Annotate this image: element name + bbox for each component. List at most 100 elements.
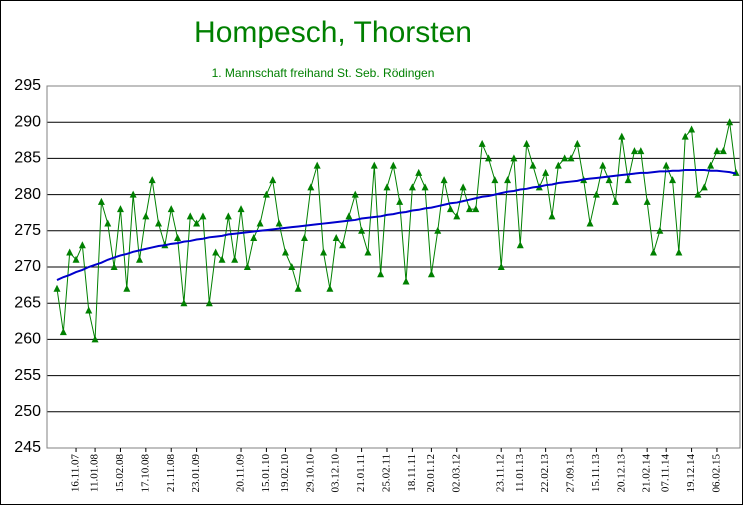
marker (180, 299, 188, 307)
y-tick-label: 280 (14, 186, 41, 203)
marker (472, 205, 480, 213)
marker (523, 139, 531, 147)
marker (434, 226, 442, 234)
marker (446, 205, 454, 213)
marker (262, 190, 270, 198)
y-tick-label: 245 (14, 439, 41, 456)
x-tick-label: 20.01.12 (425, 454, 437, 493)
x-tick-label: 23.11.12 (495, 454, 507, 492)
marker (269, 176, 277, 184)
marker (421, 183, 429, 191)
marker (377, 270, 385, 278)
x-tick-label: 15.01.10 (260, 454, 272, 493)
marker (313, 161, 321, 169)
x-tick-label: 02.03.12 (450, 454, 462, 493)
marker (485, 154, 493, 162)
marker (326, 284, 334, 292)
x-tick-label: 15.11.13 (590, 454, 602, 493)
marker (573, 139, 581, 147)
marker (688, 125, 696, 133)
x-tick-label: 29.10.10 (304, 454, 316, 493)
x-tick-label: 22.02.13 (539, 454, 551, 493)
x-tick-label: 11.01.13 (514, 454, 526, 493)
plot-frame (46, 85, 741, 449)
x-tick-label: 07.11.14 (660, 454, 672, 493)
marker (78, 241, 86, 249)
marker (224, 212, 232, 220)
y-tick-label: 290 (14, 113, 41, 130)
marker (529, 161, 537, 169)
y-tick-label: 265 (14, 294, 41, 311)
marker (104, 219, 112, 227)
marker (459, 183, 467, 191)
x-tick-label: 20.12.13 (615, 454, 627, 493)
x-tick-label: 19.12.14 (685, 454, 697, 493)
marker (135, 255, 143, 263)
marker (85, 306, 93, 314)
marker (694, 190, 702, 198)
x-tick-label: 17.10.08 (139, 454, 151, 493)
marker (707, 161, 715, 169)
x-tick-label: 21.01.11 (355, 454, 367, 492)
marker (142, 212, 150, 220)
marker (624, 176, 632, 184)
marker (491, 176, 499, 184)
marker (415, 168, 423, 176)
marker (212, 248, 220, 256)
marker (504, 176, 512, 184)
marker (453, 212, 461, 220)
marker (231, 255, 239, 263)
marker (586, 219, 594, 227)
marker (186, 212, 194, 220)
y-tick-label: 250 (14, 403, 41, 420)
marker (396, 197, 404, 205)
marker (148, 176, 156, 184)
marker (256, 219, 264, 227)
marker (307, 183, 315, 191)
marker (288, 263, 296, 270)
chart-subtitle: 1. Mannschaft freihand St. Seb. Rödingen (212, 66, 435, 80)
marker (110, 263, 118, 270)
x-tick-label: 16.11.07 (70, 454, 82, 493)
marker (611, 197, 619, 205)
marker (389, 161, 397, 169)
marker (294, 284, 302, 292)
marker (320, 248, 328, 256)
chart-title: Hompesch, Thorsten (194, 16, 472, 49)
marker (275, 219, 283, 227)
marker (243, 263, 251, 270)
marker (205, 299, 213, 307)
marker (719, 147, 727, 155)
marker (408, 183, 416, 191)
marker (643, 197, 651, 205)
marker (358, 226, 366, 234)
marker (364, 248, 372, 256)
marker (618, 132, 626, 140)
marker (218, 255, 226, 263)
marker (700, 183, 708, 191)
marker (97, 197, 105, 205)
marker (332, 234, 340, 242)
x-tick-label: 23.01.09 (190, 454, 202, 493)
marker (567, 154, 575, 162)
y-tick-label: 275 (14, 222, 41, 239)
marker (345, 212, 353, 220)
marker (637, 147, 645, 155)
marker (510, 154, 518, 162)
marker (605, 176, 613, 184)
y-tick-label: 295 (14, 77, 41, 94)
x-tick-label: 11.01.08 (89, 454, 101, 493)
marker (427, 270, 435, 278)
marker (383, 183, 391, 191)
marker (66, 248, 74, 256)
x-tick-label: 15.02.08 (114, 454, 126, 493)
marker (669, 176, 677, 184)
y-tick-label: 270 (14, 258, 41, 275)
marker (440, 176, 448, 184)
marker (681, 132, 689, 140)
marker (630, 147, 638, 155)
marker (281, 248, 289, 256)
marker (300, 234, 308, 242)
marker (250, 234, 258, 242)
